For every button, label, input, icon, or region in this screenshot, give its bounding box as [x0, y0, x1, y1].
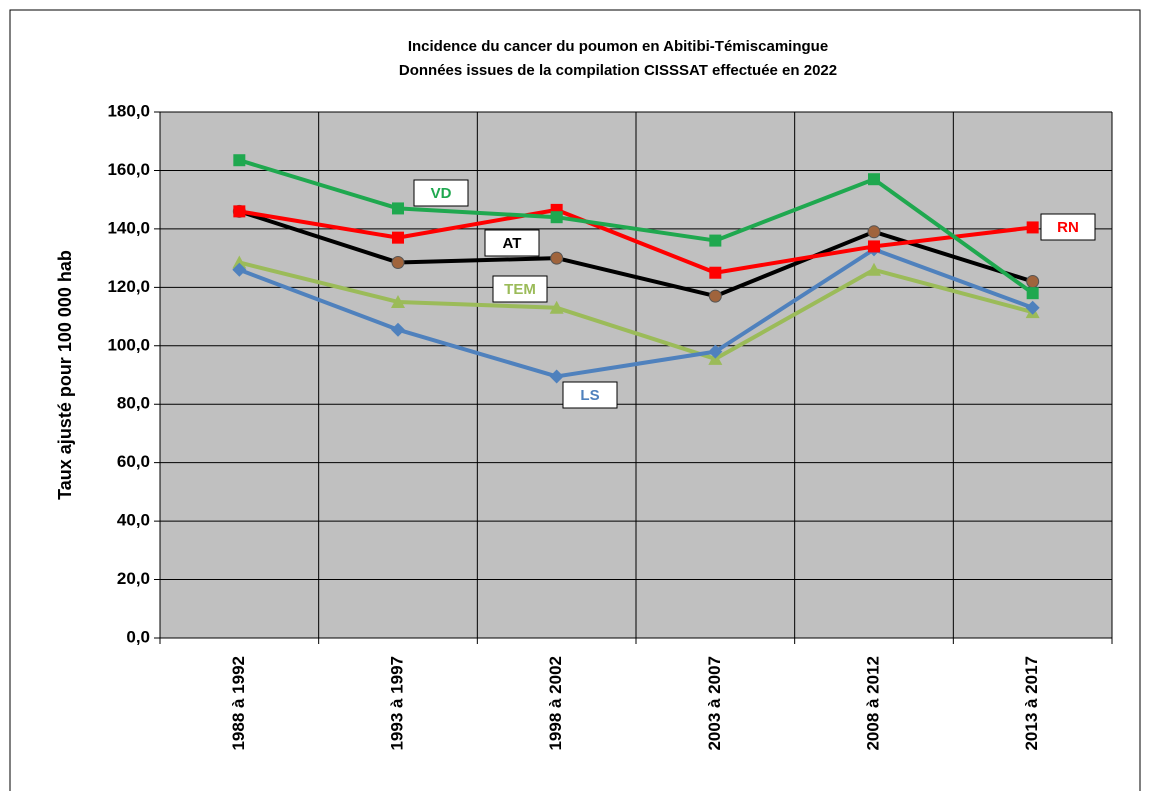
series-label-box: [562, 381, 618, 409]
marker: [708, 344, 723, 359]
x-tick-label: 1993 à 1997: [387, 656, 406, 751]
x-tick-label: 1988 à 1992: [229, 656, 248, 751]
y-axis-label: Taux ajusté pour 100 000 hab: [55, 250, 75, 500]
y-tick-label: 80,0: [117, 394, 150, 413]
x-tick-label: 1998 à 2002: [546, 656, 565, 751]
marker: [1026, 274, 1040, 288]
marker: [232, 255, 247, 269]
x-tick-label: 2003 à 2007: [705, 656, 724, 751]
series-label-box: [484, 229, 540, 257]
chart-title: Incidence du cancer du poumon en Abitibi…: [408, 38, 828, 55]
marker: [233, 154, 246, 167]
marker: [550, 211, 563, 224]
series-line: [238, 158, 1034, 295]
marker: [709, 234, 722, 247]
marker: [391, 322, 405, 337]
y-tick-label: 180,0: [107, 101, 150, 120]
series-label: TEM: [504, 281, 536, 298]
series-line: [239, 207, 1033, 275]
marker: [549, 369, 564, 384]
chart-subtitle: Données issues de la compilation CISSSAT…: [399, 62, 837, 79]
y-tick-label: 0,0: [126, 627, 150, 646]
series-line: [238, 247, 1034, 379]
series-label: LS: [580, 387, 599, 404]
marker: [868, 240, 880, 253]
series-line: [238, 260, 1034, 361]
y-tick-label: 60,0: [117, 452, 150, 471]
y-tick-label: 40,0: [117, 511, 150, 530]
series-label-box: [492, 275, 548, 303]
marker: [1026, 221, 1039, 234]
y-tick-label: 100,0: [107, 335, 150, 354]
series-label-box: [1040, 213, 1096, 241]
marker: [868, 173, 880, 186]
marker: [392, 231, 404, 244]
marker: [867, 225, 881, 239]
series-label-box: [413, 179, 469, 207]
marker: [1025, 300, 1040, 315]
marker: [1026, 287, 1039, 300]
y-tick-label: 140,0: [107, 218, 150, 237]
y-tick-label: 20,0: [117, 569, 150, 588]
marker: [391, 255, 405, 269]
series-label: RN: [1057, 219, 1079, 236]
marker: [867, 262, 881, 276]
y-tick-label: 160,0: [107, 160, 150, 179]
frame: [9, 9, 1141, 791]
marker: [550, 251, 564, 265]
marker: [549, 300, 564, 314]
x-tick-label: 2008 à 2012: [863, 656, 882, 751]
x-tick-label: 2013 à 2017: [1022, 656, 1041, 751]
marker: [708, 289, 722, 303]
y-tick-label: 120,0: [107, 277, 150, 296]
marker: [709, 266, 722, 279]
marker: [232, 262, 247, 277]
marker: [233, 205, 246, 218]
series-label: VD: [431, 185, 452, 202]
series-line: [238, 209, 1034, 299]
marker: [392, 202, 404, 215]
marker: [391, 294, 405, 308]
series-label: AT: [503, 235, 522, 252]
